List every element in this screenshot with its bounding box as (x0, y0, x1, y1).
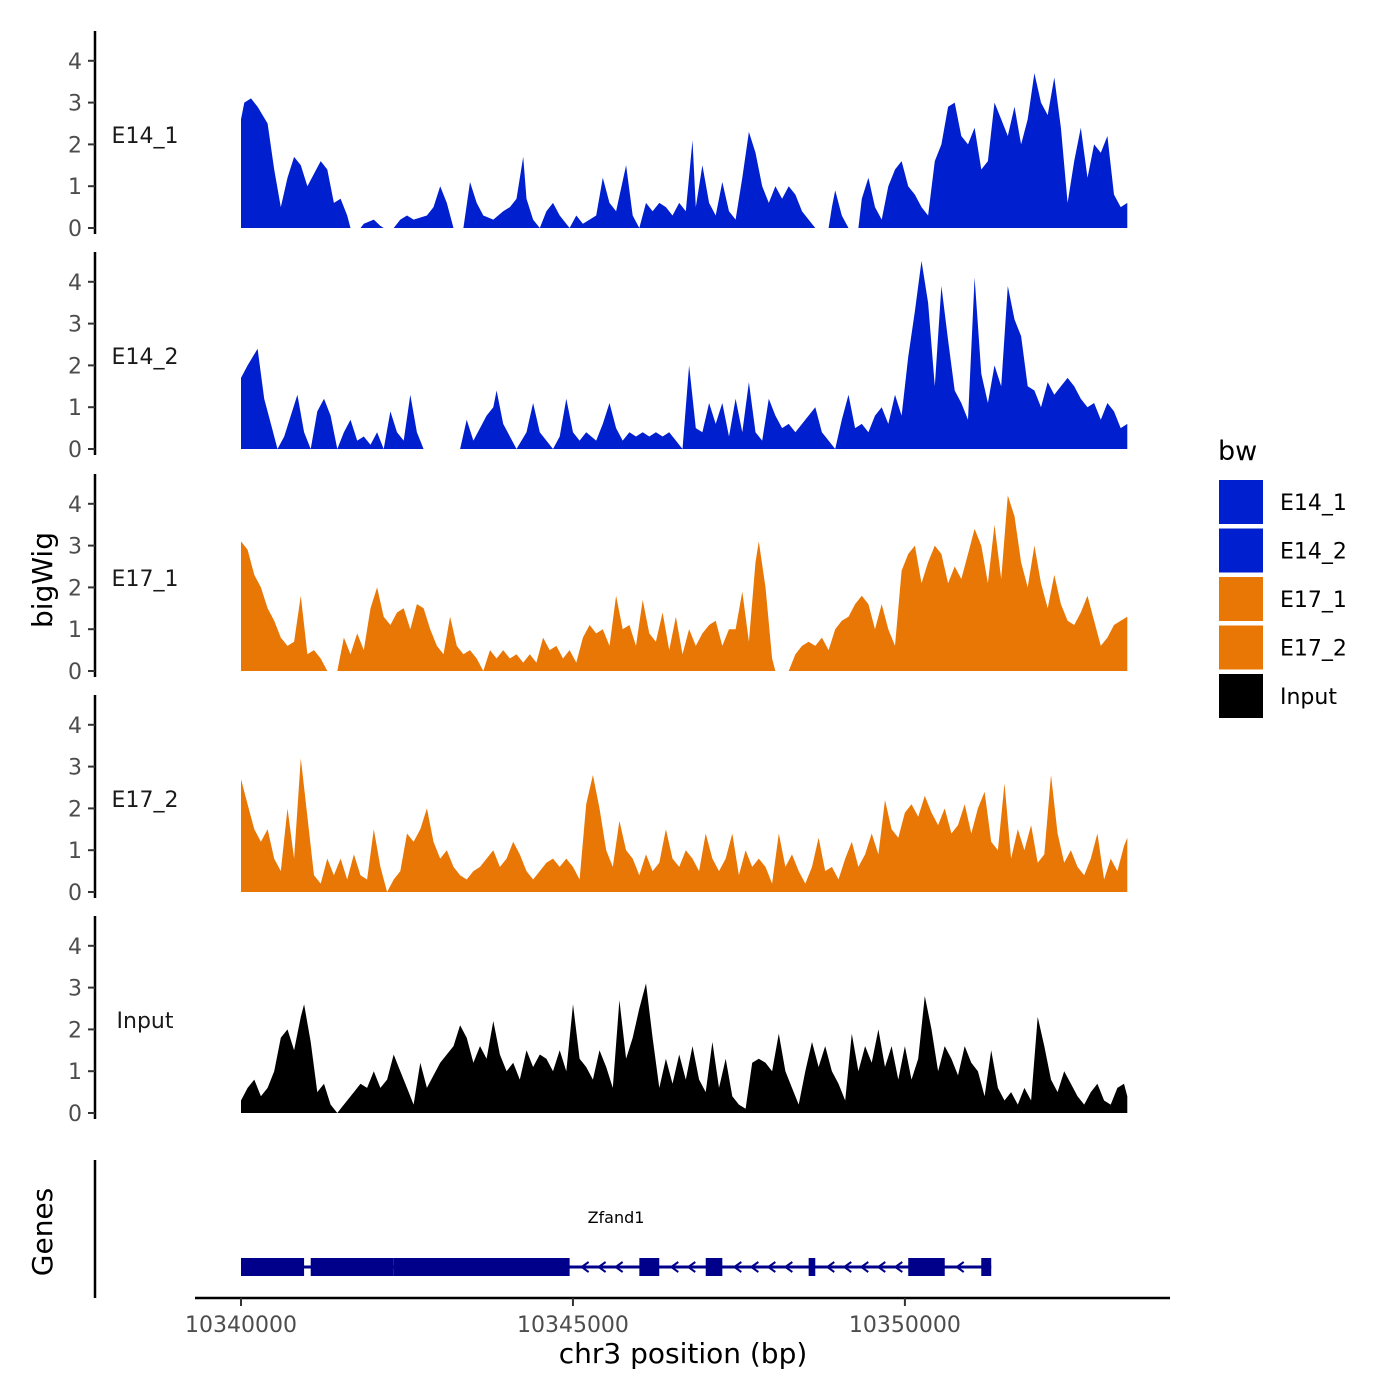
gene-label: Zfand1 (588, 1208, 645, 1227)
y-tick-label: 2 (68, 133, 82, 158)
gene-exon (639, 1258, 660, 1276)
y-tick-label: 2 (68, 797, 82, 822)
area-E14_2 (241, 260, 1128, 449)
tracks-group: 0 1 2 3 4 E14_1 0 1 2 3 4 E14_2 0 1 2 3 4 E17_1 0 1 2 3 4 E17_2… (68, 31, 1128, 1127)
strand-arrow (766, 1261, 776, 1273)
track-label: E17_2 (112, 788, 179, 813)
legend-swatch (1219, 528, 1263, 573)
x-tick-label: 10350000 (849, 1313, 961, 1338)
gene-exon (393, 1258, 570, 1276)
legend-label: E14_2 (1280, 540, 1347, 565)
track-label: E14_2 (112, 345, 179, 370)
strand-arrow (859, 1261, 869, 1273)
y-tick-label: 1 (68, 618, 82, 643)
y-tick-label: 0 (68, 438, 82, 463)
y-tick-label: 3 (68, 313, 82, 338)
gene-exon (241, 1258, 305, 1276)
strand-arrow (732, 1261, 742, 1273)
genes-axis-title: Genes (26, 1188, 59, 1276)
x-axis-title: chr3 position (bp) (559, 1337, 808, 1370)
strand-arrow (876, 1261, 886, 1273)
strand-arrow (842, 1261, 852, 1273)
y-tick-label: 4 (68, 271, 82, 296)
y-tick-label: 0 (68, 660, 82, 685)
y-tick-label: 4 (68, 50, 82, 75)
y-tick-label: 0 (68, 217, 82, 242)
track-label: Input (117, 1009, 174, 1034)
strand-arrow (893, 1261, 903, 1273)
strand-arrow (579, 1261, 590, 1273)
strand-arrow (686, 1261, 696, 1273)
x-axis: 10340000 10345000 10350000 (185, 1296, 1170, 1338)
y-tick-label: 4 (68, 493, 82, 518)
y-tick-label: 1 (68, 175, 82, 200)
y-tick-label: 3 (68, 92, 82, 117)
legend-title: bw (1218, 436, 1257, 467)
track-Input: 0 1 2 3 4 Input (68, 916, 1128, 1127)
gene-exon (808, 1258, 816, 1276)
strand-arrow (825, 1261, 835, 1273)
area-E17_1 (241, 495, 1128, 671)
strand-arrow (783, 1261, 793, 1273)
legend-swatch (1219, 625, 1263, 670)
gene-exon (705, 1258, 723, 1276)
y-tick-label: 2 (68, 576, 82, 601)
legend-label: E17_2 (1280, 637, 1347, 662)
track-E17_1: 0 1 2 3 4 E17_1 (68, 474, 1128, 685)
y-axis-title: bigWig (26, 532, 59, 628)
legend-label: E14_1 (1280, 491, 1347, 516)
legend-label: E17_1 (1280, 588, 1347, 613)
area-Input (241, 983, 1128, 1113)
y-tick-label: 1 (68, 839, 82, 864)
y-tick-label: 1 (68, 396, 82, 421)
track-label: E14_1 (112, 124, 179, 149)
y-tick-label: 4 (68, 935, 82, 960)
y-tick-label: 3 (68, 756, 82, 781)
area-E17_2 (241, 758, 1128, 892)
genes-panel: Zfand1 (93, 1160, 992, 1298)
strand-arrow (749, 1261, 759, 1273)
strand-arrow (669, 1261, 679, 1273)
y-tick-label: 0 (68, 881, 82, 906)
track-E14_1: 0 1 2 3 4 E14_1 (68, 31, 1128, 242)
legend-swatch (1219, 577, 1263, 621)
area-E14_1 (241, 73, 1128, 228)
x-tick-label: 10345000 (517, 1313, 629, 1338)
legend-label: Input (1280, 685, 1337, 710)
y-tick-label: 2 (68, 354, 82, 379)
gene-exon (908, 1258, 945, 1276)
legend: bw E14_1 E14_2 E17_1 E17_2 Input (1218, 436, 1347, 718)
track-E17_2: 0 1 2 3 4 E17_2 (68, 695, 1128, 906)
track-E14_2: 0 1 2 3 4 E14_2 (68, 252, 1128, 463)
gene-exon (310, 1258, 394, 1276)
legend-swatch (1219, 674, 1263, 718)
gene-exon (981, 1258, 992, 1276)
strand-arrow (596, 1261, 607, 1273)
y-tick-label: 1 (68, 1060, 82, 1085)
y-tick-label: 3 (68, 977, 82, 1002)
y-tick-label: 0 (68, 1102, 82, 1127)
y-tick-label: 2 (68, 1018, 82, 1043)
strand-arrow (955, 1261, 965, 1273)
x-tick-label: 10340000 (185, 1313, 297, 1338)
strand-arrow (613, 1261, 624, 1273)
y-tick-label: 3 (68, 535, 82, 560)
y-tick-label: 4 (68, 714, 82, 739)
legend-swatch (1219, 480, 1263, 524)
track-label: E17_1 (112, 567, 179, 592)
